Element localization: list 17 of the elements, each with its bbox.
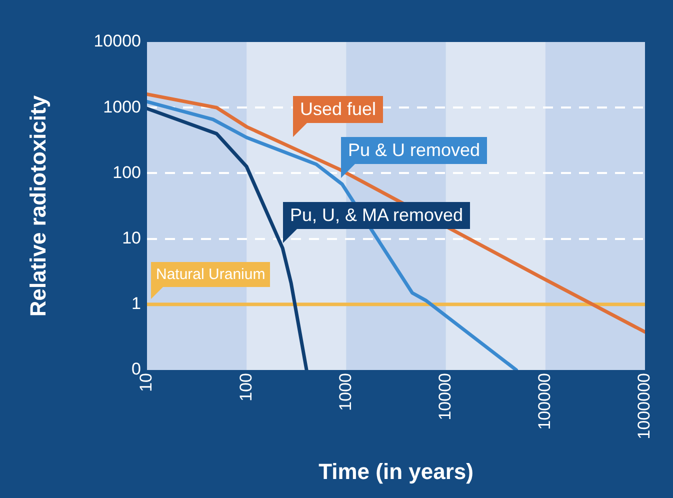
x-tick-label: 10000 <box>435 373 454 420</box>
series-label: Used fuel <box>293 96 384 123</box>
x-tick-label: 100000 <box>535 373 554 430</box>
x-tick-label: 1000000 <box>634 373 654 440</box>
y-tick-label: 0 <box>132 360 141 379</box>
y-tick-label: 100 <box>112 162 141 182</box>
y-tick-label: 10 <box>122 228 141 248</box>
y-axis-title: Relative radiotoxicity <box>25 94 50 317</box>
x-axis-title: Time (in years) <box>318 458 474 484</box>
x-tick-label: 1000 <box>336 373 355 411</box>
series-label: Pu & U removed <box>341 137 488 164</box>
series-label: Pu, U, & MA removed <box>283 202 470 229</box>
y-tick-label: 10000 <box>94 32 141 51</box>
y-tick-label: 1000 <box>103 97 141 116</box>
x-tick-label: 100 <box>236 373 256 402</box>
series-label: Natural Uranium <box>151 262 270 287</box>
y-tick-label: 1 <box>132 294 141 314</box>
